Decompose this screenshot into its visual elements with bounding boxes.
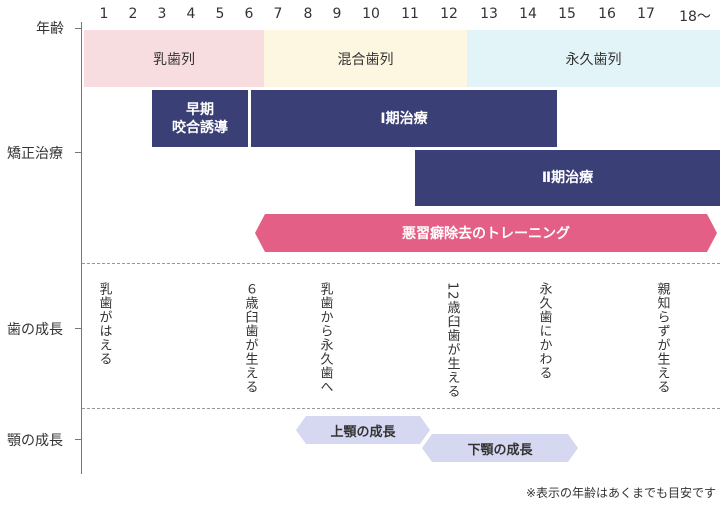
age-tick-label: 7 — [273, 6, 283, 22]
stage-permanent-label: 永久歯列 — [565, 51, 622, 68]
age-tick-label: 18〜 — [679, 9, 711, 25]
age-tick-label: 5 — [215, 6, 225, 22]
lower-jaw-label: 下顎の成長 — [467, 442, 533, 458]
event-primary-erupt: 乳歯がはえる — [96, 282, 112, 366]
axis-tick — [75, 439, 81, 440]
age-tick-label: 1 — [99, 6, 109, 22]
age-tick-label: 15 — [558, 6, 576, 22]
phase1-label: Ⅰ期治療 — [380, 110, 428, 127]
row-label-jaw: 顎の成長 — [7, 433, 63, 449]
stage-primary-label: 乳歯列 — [153, 51, 195, 68]
axis-tick — [75, 28, 81, 29]
age-tick-label: 17 — [637, 6, 655, 22]
early-line-1: 早期 — [186, 101, 214, 118]
age-tick-label: 6 — [244, 6, 254, 22]
age-tick-label: 4 — [186, 6, 196, 22]
phase2-bar: Ⅱ期治療 — [415, 150, 720, 206]
footnote: ※表示の年齢はあくまでも目安です — [525, 486, 716, 500]
axis-tick — [75, 152, 81, 153]
age-tick-label: 13 — [480, 6, 498, 22]
age-tick-label: 12 — [440, 6, 458, 22]
axis-tick — [75, 328, 81, 329]
event-6yr-molar: ６歳臼歯が生える — [242, 282, 258, 394]
stage-primary: 乳歯列 — [84, 30, 264, 87]
separator-top — [82, 263, 720, 264]
phase1-bar: Ⅰ期治療 — [251, 90, 557, 147]
stage-permanent: 永久歯列 — [467, 30, 720, 87]
age-tick-label: 16 — [598, 6, 616, 22]
separator-bottom — [82, 408, 720, 409]
upper-jaw-growth: 上顎の成長 — [296, 416, 430, 444]
age-tick-label: 9 — [332, 6, 342, 22]
age-tick-label: 11 — [401, 6, 419, 22]
upper-jaw-label: 上顎の成長 — [330, 424, 396, 440]
early-line-2: 咬合誘導 — [172, 119, 228, 136]
phase2-label: Ⅱ期治療 — [541, 170, 594, 186]
age-tick-label: 10 — [362, 6, 380, 22]
event-12yr-molar: 12歳臼歯が生える — [444, 282, 460, 399]
age-tick-label: 8 — [303, 6, 313, 22]
event-permanent-replace: 永久歯にかわる — [536, 282, 552, 380]
early-occlusion-bar: 早期 咬合誘導 — [152, 90, 248, 147]
age-tick-label: 14 — [519, 6, 537, 22]
event-primary-to-permanent: 乳歯から永久歯へ — [317, 282, 333, 394]
age-tick-label: 2 — [128, 6, 138, 22]
age-header-label: 年齢 — [36, 21, 64, 37]
age-tick-label: 3 — [157, 6, 167, 22]
row-label-ortho: 矯正治療 — [7, 146, 63, 162]
stage-mixed: 混合歯列 — [264, 30, 467, 87]
habit-training-label: 悪習癖除去のトレーニング — [402, 226, 570, 242]
stage-mixed-label: 混合歯列 — [337, 51, 394, 68]
left-axis — [81, 22, 82, 474]
event-wisdom-teeth: 親知らずが生える — [654, 282, 670, 394]
habit-training-arrow: 悪習癖除去のトレーニング — [255, 214, 717, 252]
lower-jaw-growth: 下顎の成長 — [422, 434, 578, 462]
row-label-teeth: 歯の成長 — [7, 322, 63, 338]
